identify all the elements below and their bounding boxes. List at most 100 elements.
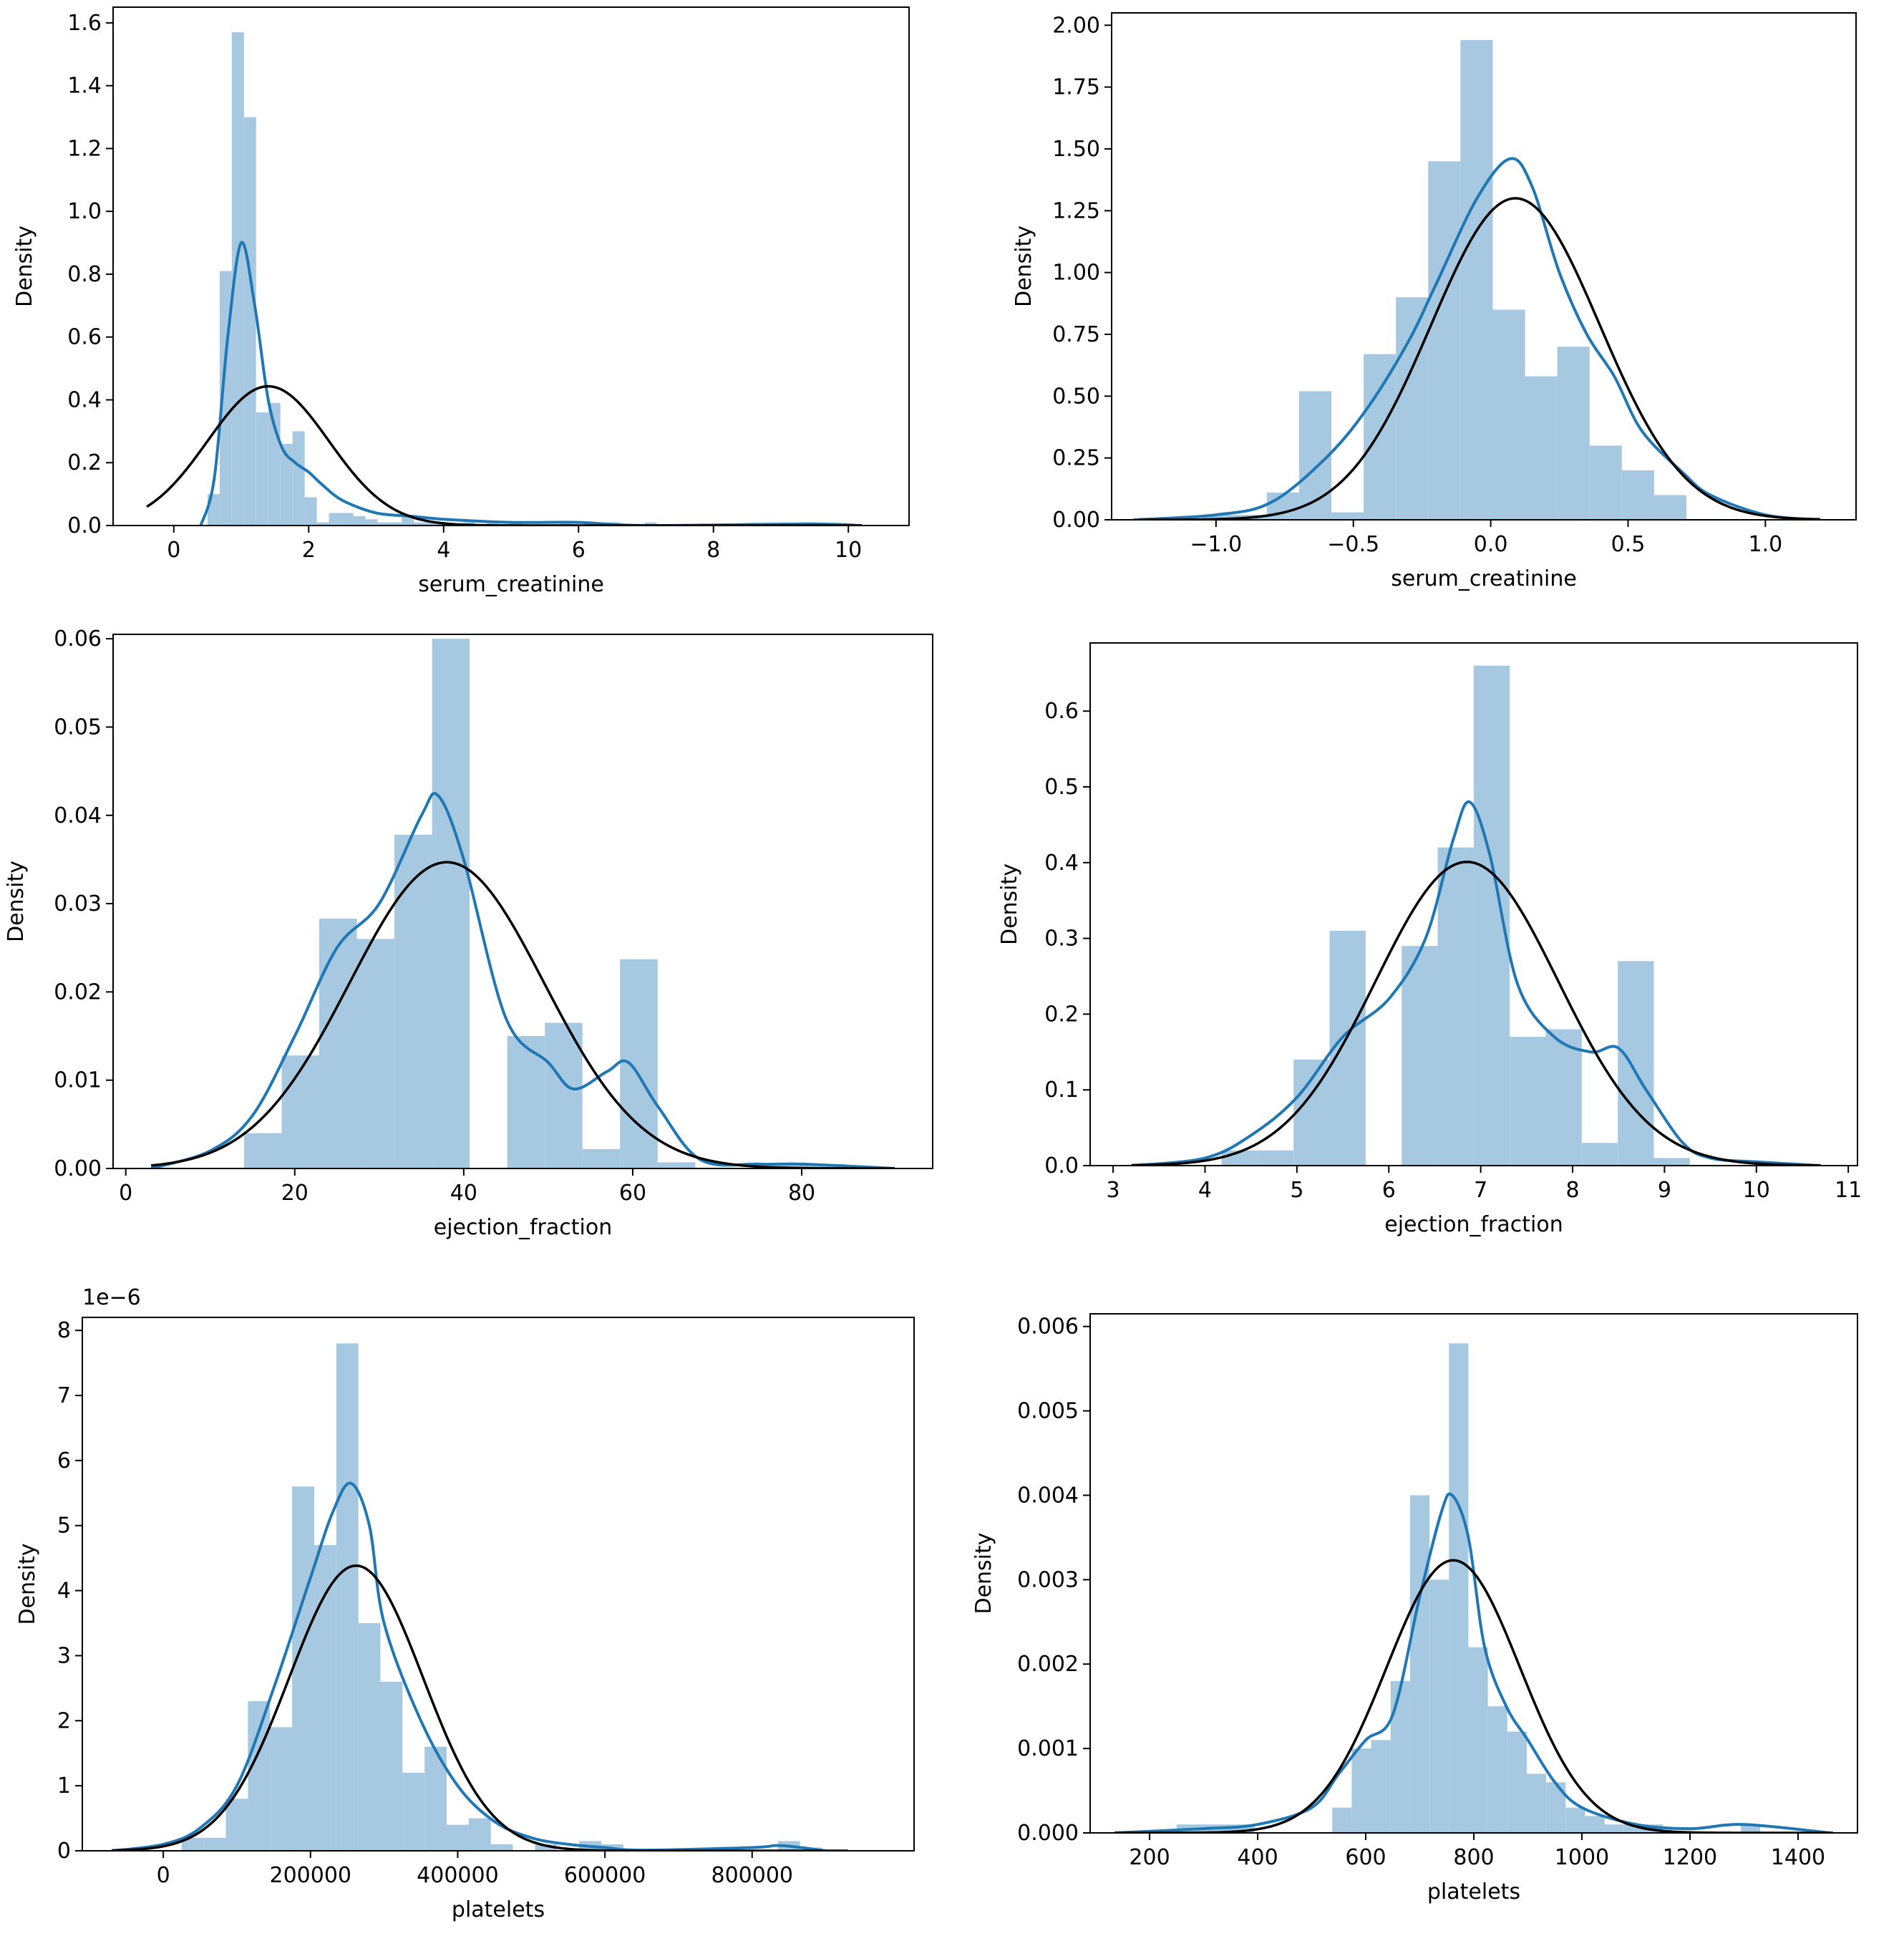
histogram-bar <box>181 1837 204 1851</box>
histogram-bar <box>468 1818 491 1851</box>
y-tick-label: 0.000 <box>1017 1821 1079 1846</box>
y-tick-label: 0.6 <box>1044 699 1079 724</box>
axes-frame <box>1089 642 1858 1166</box>
histogram-bar <box>281 1055 320 1168</box>
x-tick-label: 0 <box>157 1863 170 1888</box>
y-tick-label: 0.001 <box>1017 1736 1079 1761</box>
x-axis-label: platelets <box>452 1897 545 1922</box>
histogram-bar <box>1604 1824 1624 1833</box>
histogram-bar <box>545 1022 583 1168</box>
histogram-bar <box>1589 445 1622 520</box>
y-tick-label: 0.05 <box>54 715 102 740</box>
y-tick-label: 0.75 <box>1052 322 1100 347</box>
x-tick-label: 80 <box>788 1181 815 1206</box>
histogram-bar <box>620 959 658 1168</box>
axes-frame <box>112 634 933 1169</box>
histogram-bar <box>1351 1748 1371 1833</box>
x-tick-label: −1.0 <box>1190 532 1242 557</box>
x-tick-label: 3 <box>1107 1178 1120 1203</box>
histogram-bar <box>414 522 427 526</box>
x-axis-label: serum_creatinine <box>418 572 604 597</box>
plot-area <box>150 639 895 1168</box>
y-tick-label: 0.6 <box>67 325 102 350</box>
histogram-bar <box>432 639 470 1168</box>
histogram-bar <box>1331 512 1364 520</box>
y-tick-label: 0.1 <box>1044 1078 1079 1103</box>
y-tick-label: 1.0 <box>67 199 102 224</box>
y-tick-label: 0.50 <box>1052 384 1100 409</box>
x-tick-label: 0 <box>119 1181 132 1206</box>
y-tick-label: 0.006 <box>1017 1315 1079 1340</box>
histogram-bar <box>1653 1158 1690 1166</box>
y-axis-label: Density <box>997 863 1022 945</box>
x-tick-label: 1.0 <box>1748 532 1782 557</box>
histogram-bar <box>358 1623 381 1851</box>
histogram-bar <box>1487 1706 1507 1833</box>
kde-line <box>199 241 863 526</box>
histogram-bar <box>770 1163 808 1168</box>
histogram-bar <box>1565 1807 1585 1833</box>
histogram-bar <box>256 412 268 526</box>
y-tick-label: 1 <box>57 1773 71 1799</box>
histogram-bar <box>1257 1150 1294 1166</box>
histogram-bar <box>582 1148 621 1168</box>
histogram-bar <box>336 1343 359 1851</box>
x-axis-label: serum_creatinine <box>1391 566 1577 591</box>
histogram-bar <box>1390 1680 1410 1833</box>
histogram-bar <box>426 522 439 526</box>
y-tick-label: 0.01 <box>54 1068 102 1093</box>
histogram-bar <box>270 1727 293 1851</box>
x-tick-label: 0 <box>167 538 180 563</box>
x-axis-label: platelets <box>1427 1879 1520 1904</box>
x-tick-label: 4 <box>437 538 450 563</box>
y-tick-label: 0.25 <box>1052 446 1100 471</box>
histogram-bar <box>292 431 305 526</box>
histogram-bar <box>389 522 402 526</box>
y-tick-label: 0.004 <box>1017 1483 1079 1508</box>
y-tick-label: 0.00 <box>54 1156 102 1181</box>
y-axis-label: Density <box>1011 226 1036 307</box>
histogram-bar <box>1545 1029 1582 1166</box>
y-tick-label: 0.2 <box>1044 1002 1079 1027</box>
histogram-bar <box>243 1133 282 1168</box>
histogram-bar <box>248 1701 271 1851</box>
x-tick-label: 10 <box>835 538 862 563</box>
histogram-bar <box>225 1799 248 1851</box>
chart-serum_log: −1.0 −0.5 0.0 0.5 1.0 0.00 0.25 0.50 0.75 1.00 1.2… <box>1011 12 1857 591</box>
y-tick-label: 1.25 <box>1052 198 1100 223</box>
histogram-bar <box>511 522 523 526</box>
y-tick-label: 1.6 <box>67 11 102 36</box>
x-tick-label: 4 <box>1198 1178 1212 1203</box>
histogram-bar <box>1428 161 1461 520</box>
x-tick-label: 800 <box>1453 1845 1494 1870</box>
kde-line <box>1131 800 1821 1166</box>
plot-area <box>1114 1343 1834 1833</box>
histogram-bar <box>377 522 390 526</box>
histogram-bar <box>314 1544 336 1851</box>
histogram-bar <box>243 117 256 526</box>
histogram-bar <box>203 1837 226 1851</box>
x-tick-label: 200000 <box>270 1863 352 1888</box>
histogram-bar <box>1409 1495 1430 1833</box>
x-axis-label: ejection_fraction <box>434 1215 612 1240</box>
y-tick-label: 1.75 <box>1052 75 1100 100</box>
histogram-bar <box>1437 847 1474 1166</box>
y-axis-label: Density <box>971 1532 996 1614</box>
histogram-bar <box>1202 515 1235 520</box>
x-tick-label: 9 <box>1658 1178 1671 1203</box>
histogram-bar <box>1621 470 1654 520</box>
kde-line <box>111 1481 826 1851</box>
y-tick-label: 0.04 <box>54 803 102 828</box>
y-tick-label: 0 <box>57 1839 71 1864</box>
histogram-bar <box>356 939 395 1168</box>
x-tick-label: 10 <box>1743 1178 1770 1203</box>
x-tick-label: 60 <box>619 1181 646 1206</box>
x-tick-label: 400000 <box>417 1863 499 1888</box>
histogram-bar <box>1235 1824 1255 1833</box>
histogram-bar <box>657 1162 696 1168</box>
x-tick-label: 2 <box>302 538 316 563</box>
normal-fit-line <box>1139 197 1821 520</box>
kde-line <box>1133 157 1821 520</box>
y-tick-label: 0.005 <box>1017 1399 1079 1424</box>
